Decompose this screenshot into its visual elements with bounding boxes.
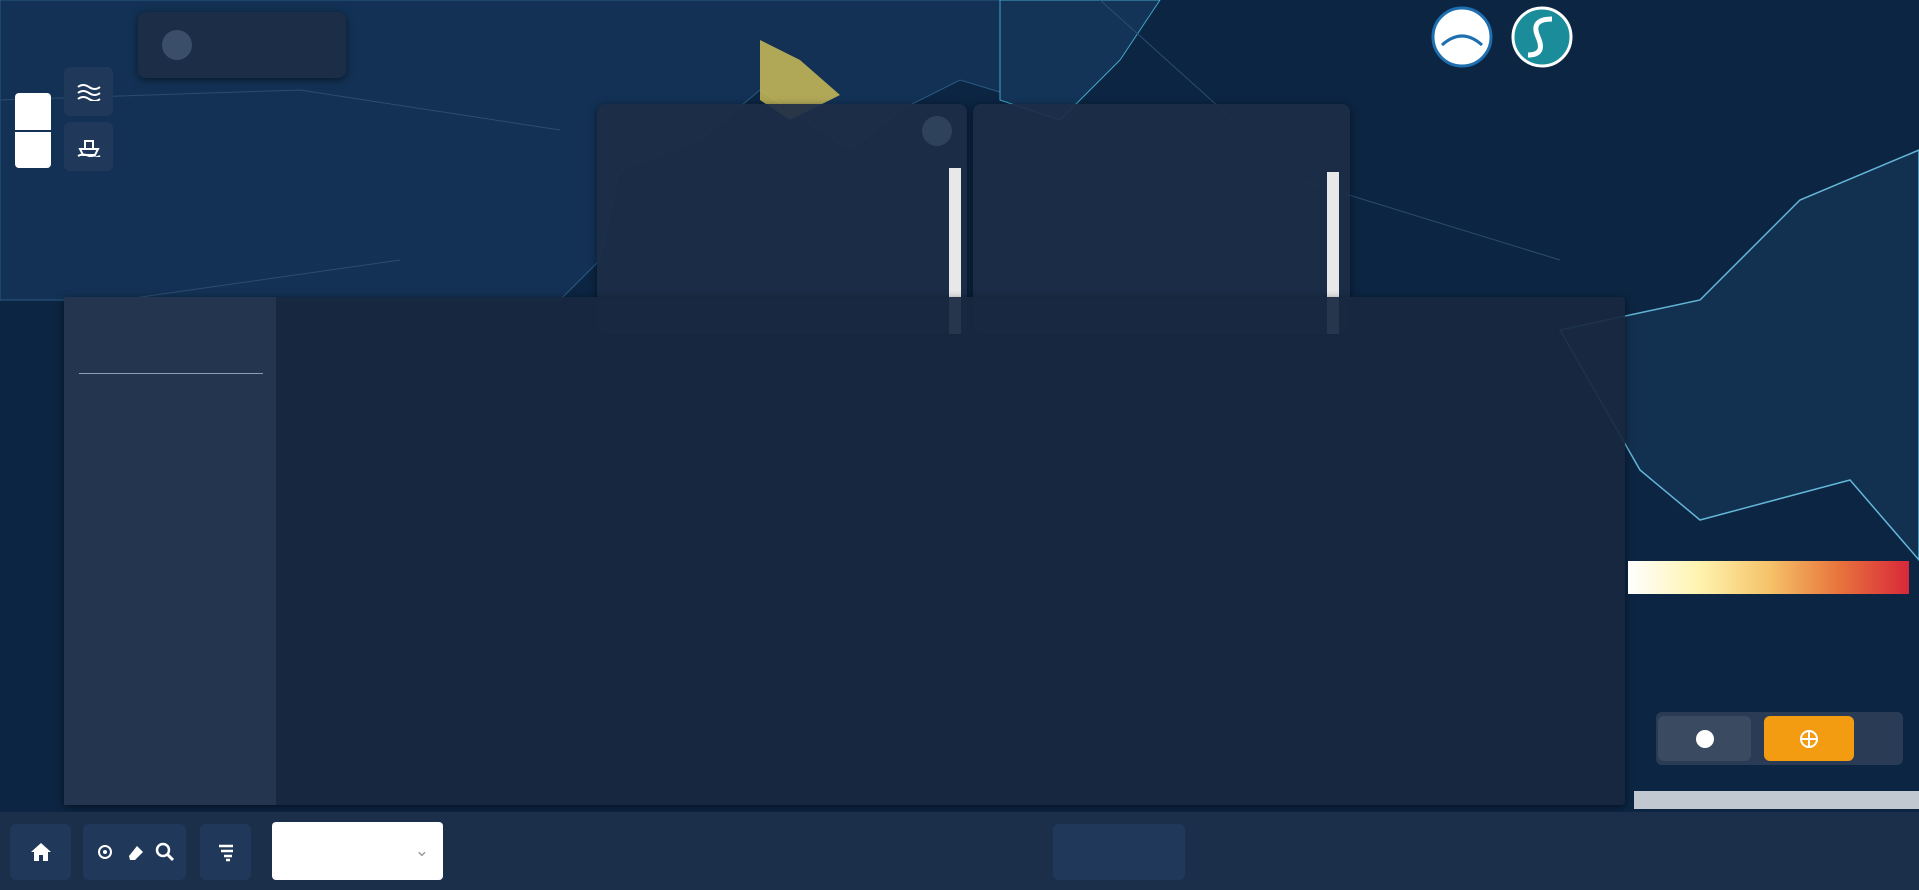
ship-icon xyxy=(76,139,101,157)
scrollbar xyxy=(949,168,961,334)
toolbar: ⌄ xyxy=(0,812,1919,890)
typhoon-button[interactable] xyxy=(200,824,251,880)
land xyxy=(999,0,1161,121)
basemap-option[interactable] xyxy=(1658,716,1751,761)
wave-icon xyxy=(76,83,101,101)
chart-panel xyxy=(64,297,1625,805)
locate-icon[interactable] xyxy=(95,842,115,862)
station-info xyxy=(64,297,276,805)
search-icon[interactable] xyxy=(155,842,175,862)
layer-button[interactable] xyxy=(64,122,113,171)
divider xyxy=(79,373,263,374)
time-select[interactable]: ⌄ xyxy=(272,822,443,880)
erase-icon[interactable] xyxy=(125,842,145,862)
color-scale xyxy=(1628,561,1909,594)
logo xyxy=(1431,6,1493,68)
basemap-option[interactable] xyxy=(1764,716,1854,761)
interval xyxy=(1053,824,1185,880)
surge-area-map xyxy=(760,40,840,120)
attribution xyxy=(1634,791,1919,809)
tool-group xyxy=(83,824,186,880)
chevron: ⌄ xyxy=(414,841,429,861)
total-extremes-panel xyxy=(973,104,1350,334)
logo xyxy=(1511,6,1573,68)
extremes-button[interactable] xyxy=(138,12,346,78)
expand-icon xyxy=(162,30,192,60)
scrollbar xyxy=(1327,172,1339,334)
chart xyxy=(64,297,1625,805)
basemap-switch xyxy=(1656,712,1903,765)
land xyxy=(1558,149,1919,562)
layer-button[interactable] xyxy=(64,67,113,116)
zoom-out[interactable] xyxy=(15,132,51,168)
zoom-in[interactable] xyxy=(15,93,51,130)
collapse-button[interactable] xyxy=(922,116,952,146)
home-button[interactable] xyxy=(10,824,71,880)
surge-extremes-panel xyxy=(597,104,967,334)
